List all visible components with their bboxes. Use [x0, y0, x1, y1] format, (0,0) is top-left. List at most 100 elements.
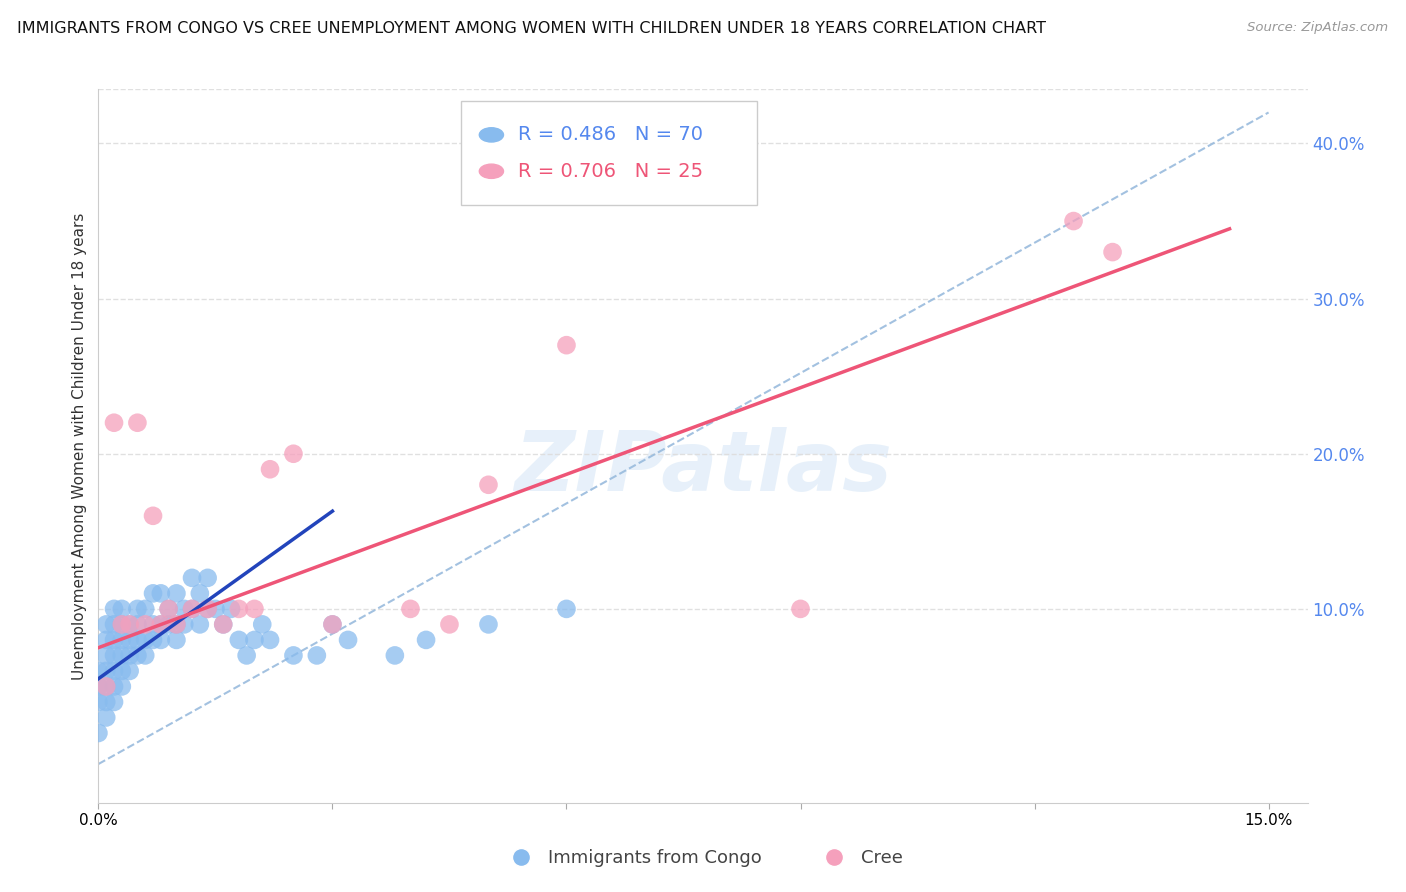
Point: [789, 602, 811, 616]
Point: [127, 416, 149, 430]
Point: [96, 695, 118, 709]
Point: [219, 602, 242, 616]
Point: [321, 617, 343, 632]
Point: [259, 462, 281, 476]
Point: [103, 695, 125, 709]
Text: R = 0.486   N = 70: R = 0.486 N = 70: [517, 126, 703, 145]
Point: [165, 617, 187, 632]
Point: [103, 664, 125, 678]
Circle shape: [479, 128, 503, 142]
Point: [96, 664, 118, 678]
Point: [111, 617, 134, 632]
Point: [149, 617, 172, 632]
Point: [111, 617, 134, 632]
Point: [111, 632, 134, 647]
Point: [134, 617, 156, 632]
Point: [165, 632, 187, 647]
Point: [134, 648, 156, 663]
Point: [252, 617, 274, 632]
Point: [283, 447, 305, 461]
Point: [204, 602, 226, 616]
Point: [555, 338, 578, 352]
Text: IMMIGRANTS FROM CONGO VS CREE UNEMPLOYMENT AMONG WOMEN WITH CHILDREN UNDER 18 YE: IMMIGRANTS FROM CONGO VS CREE UNEMPLOYME…: [17, 21, 1046, 36]
Point: [103, 617, 125, 632]
Point: [157, 602, 180, 616]
Point: [181, 571, 204, 585]
Point: [415, 632, 437, 647]
Point: [149, 586, 172, 600]
Point: [96, 710, 118, 724]
Point: [212, 617, 235, 632]
Point: [111, 648, 134, 663]
Point: [103, 416, 125, 430]
Point: [111, 680, 134, 694]
Point: [439, 617, 461, 632]
FancyBboxPatch shape: [461, 102, 758, 205]
Point: [87, 680, 110, 694]
Point: [197, 602, 219, 616]
Text: R = 0.706   N = 25: R = 0.706 N = 25: [517, 161, 703, 181]
Point: [157, 602, 180, 616]
Point: [134, 632, 156, 647]
Point: [235, 648, 257, 663]
Point: [142, 617, 165, 632]
Point: [555, 602, 578, 616]
Point: [103, 680, 125, 694]
Point: [103, 648, 125, 663]
Point: [384, 648, 406, 663]
Point: [1101, 245, 1123, 260]
Point: [197, 571, 219, 585]
Point: [188, 617, 211, 632]
Point: [127, 617, 149, 632]
Point: [165, 617, 187, 632]
Point: [243, 602, 266, 616]
Point: [87, 695, 110, 709]
Point: [477, 617, 499, 632]
Point: [87, 664, 110, 678]
Point: [118, 617, 141, 632]
Point: [118, 648, 141, 663]
Point: [1063, 214, 1085, 228]
Y-axis label: Unemployment Among Women with Children Under 18 years: Unemployment Among Women with Children U…: [72, 212, 87, 680]
Point: [181, 602, 204, 616]
Point: [321, 617, 343, 632]
Point: [103, 602, 125, 616]
Text: ZIPatlas: ZIPatlas: [515, 427, 891, 508]
Point: [173, 617, 195, 632]
Point: [477, 477, 499, 491]
Point: [96, 680, 118, 694]
Point: [142, 508, 165, 523]
Point: [228, 632, 250, 647]
Point: [127, 602, 149, 616]
Point: [283, 648, 305, 663]
Point: [96, 617, 118, 632]
Point: [181, 602, 204, 616]
Point: [134, 602, 156, 616]
Point: [118, 617, 141, 632]
Point: [103, 632, 125, 647]
Point: [173, 602, 195, 616]
Point: [111, 664, 134, 678]
Point: [142, 632, 165, 647]
Point: [149, 632, 172, 647]
Point: [228, 602, 250, 616]
Text: Source: ZipAtlas.com: Source: ZipAtlas.com: [1247, 21, 1388, 34]
Point: [127, 648, 149, 663]
Point: [87, 726, 110, 740]
Point: [243, 632, 266, 647]
Point: [197, 602, 219, 616]
Point: [96, 632, 118, 647]
Point: [305, 648, 328, 663]
Point: [149, 617, 172, 632]
Point: [212, 617, 235, 632]
Circle shape: [479, 164, 503, 178]
Point: [111, 602, 134, 616]
Point: [188, 586, 211, 600]
Point: [96, 648, 118, 663]
Point: [142, 586, 165, 600]
Point: [127, 632, 149, 647]
Point: [118, 664, 141, 678]
Point: [157, 617, 180, 632]
Point: [337, 632, 360, 647]
Point: [118, 632, 141, 647]
